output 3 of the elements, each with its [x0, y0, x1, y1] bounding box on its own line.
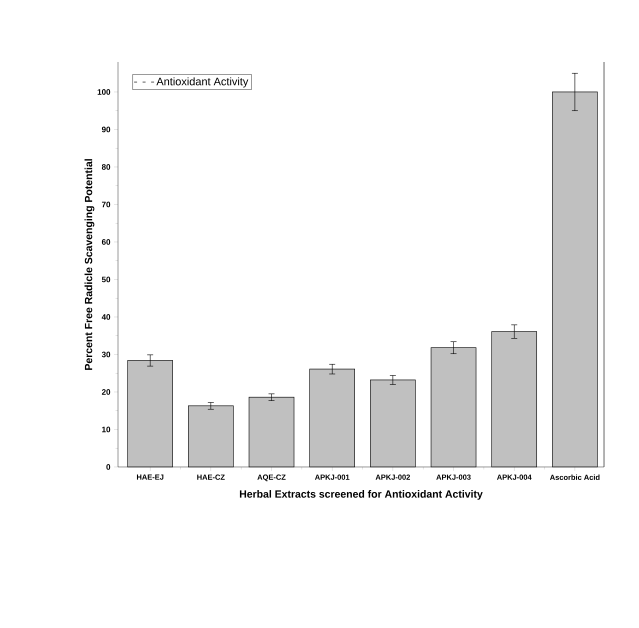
legend-label: Antioxidant Activity — [156, 77, 248, 88]
y-axis-title: Percent Free Radicle Scavenging Potential — [84, 159, 94, 370]
x-axis-title: Herbal Extracts screened for Antioxidant Activity — [240, 490, 483, 500]
